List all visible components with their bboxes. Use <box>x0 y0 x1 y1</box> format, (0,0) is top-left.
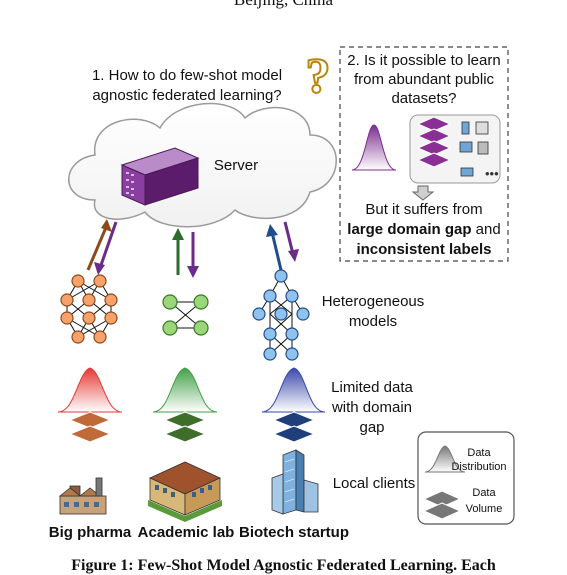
question-2: 2. Is it possible to learn from abundant… <box>347 52 501 107</box>
client-big-pharma: Big pharma <box>48 524 132 541</box>
public-datasets-box <box>339 46 509 262</box>
public-data-panel: ••• <box>409 114 501 184</box>
public-distribution-icon <box>351 124 397 171</box>
domain-gap-line1: But it suffers from <box>365 201 483 218</box>
volume-academic-lab-icon <box>163 411 207 443</box>
question-mark-icon: ? <box>306 47 331 103</box>
volume-big-pharma-icon <box>68 411 112 443</box>
legend-volume-icon <box>422 490 462 520</box>
domain-gap-bold: large domain gap <box>347 221 472 238</box>
server-cloud <box>68 102 337 228</box>
office-tower-icon <box>271 449 319 515</box>
domain-gap-line3: inconsistent labels <box>340 240 508 260</box>
affiliation-line: Beijing, China <box>0 0 567 9</box>
arrows-academic-lab <box>172 228 199 278</box>
down-arrow-icon <box>411 185 435 201</box>
model-academic-lab <box>162 294 209 336</box>
volume-biotech-startup-icon <box>272 411 316 443</box>
public-data-volume-icon <box>416 116 452 168</box>
server-icon <box>120 147 200 206</box>
lab-devices-icon <box>459 121 489 177</box>
legend-distribution-label: Data Distribution <box>451 447 507 473</box>
domain-gap-note: But it suffers from large domain gap and… <box>340 200 508 260</box>
legend-volume-label: Data Volume <box>465 487 503 515</box>
server-label: Server <box>213 157 259 174</box>
factory-icon <box>58 477 107 515</box>
university-building-icon <box>148 461 222 522</box>
figure-caption: Figure 1: Few-Shot Model Agnostic Federa… <box>71 557 496 574</box>
label-local-clients: Local clients <box>332 475 416 492</box>
label-heterogeneous-models: Heterogeneous models <box>321 293 425 330</box>
legend-distribution-icon <box>424 445 466 473</box>
question-1: 1. How to do few-shot model agnostic fed… <box>91 67 283 104</box>
domain-gap-and: and <box>471 221 501 238</box>
client-academic-lab: Academic lab <box>137 524 235 541</box>
model-biotech-startup <box>252 269 310 361</box>
model-big-pharma <box>60 274 118 344</box>
client-biotech-startup: Biotech startup <box>238 524 349 541</box>
label-limited-data: Limited data with domain gap <box>331 379 413 436</box>
inconsistent-labels-bold: inconsistent labels <box>356 241 492 258</box>
distribution-biotech-startup-icon <box>261 367 326 413</box>
distribution-academic-lab-icon <box>152 367 218 413</box>
arrows-big-pharma <box>86 219 118 275</box>
domain-gap-line2: large domain gap and <box>340 220 508 240</box>
arrows-biotech-startup <box>266 221 299 271</box>
distribution-big-pharma-icon <box>57 367 123 413</box>
svg-text:•••: ••• <box>485 166 499 181</box>
